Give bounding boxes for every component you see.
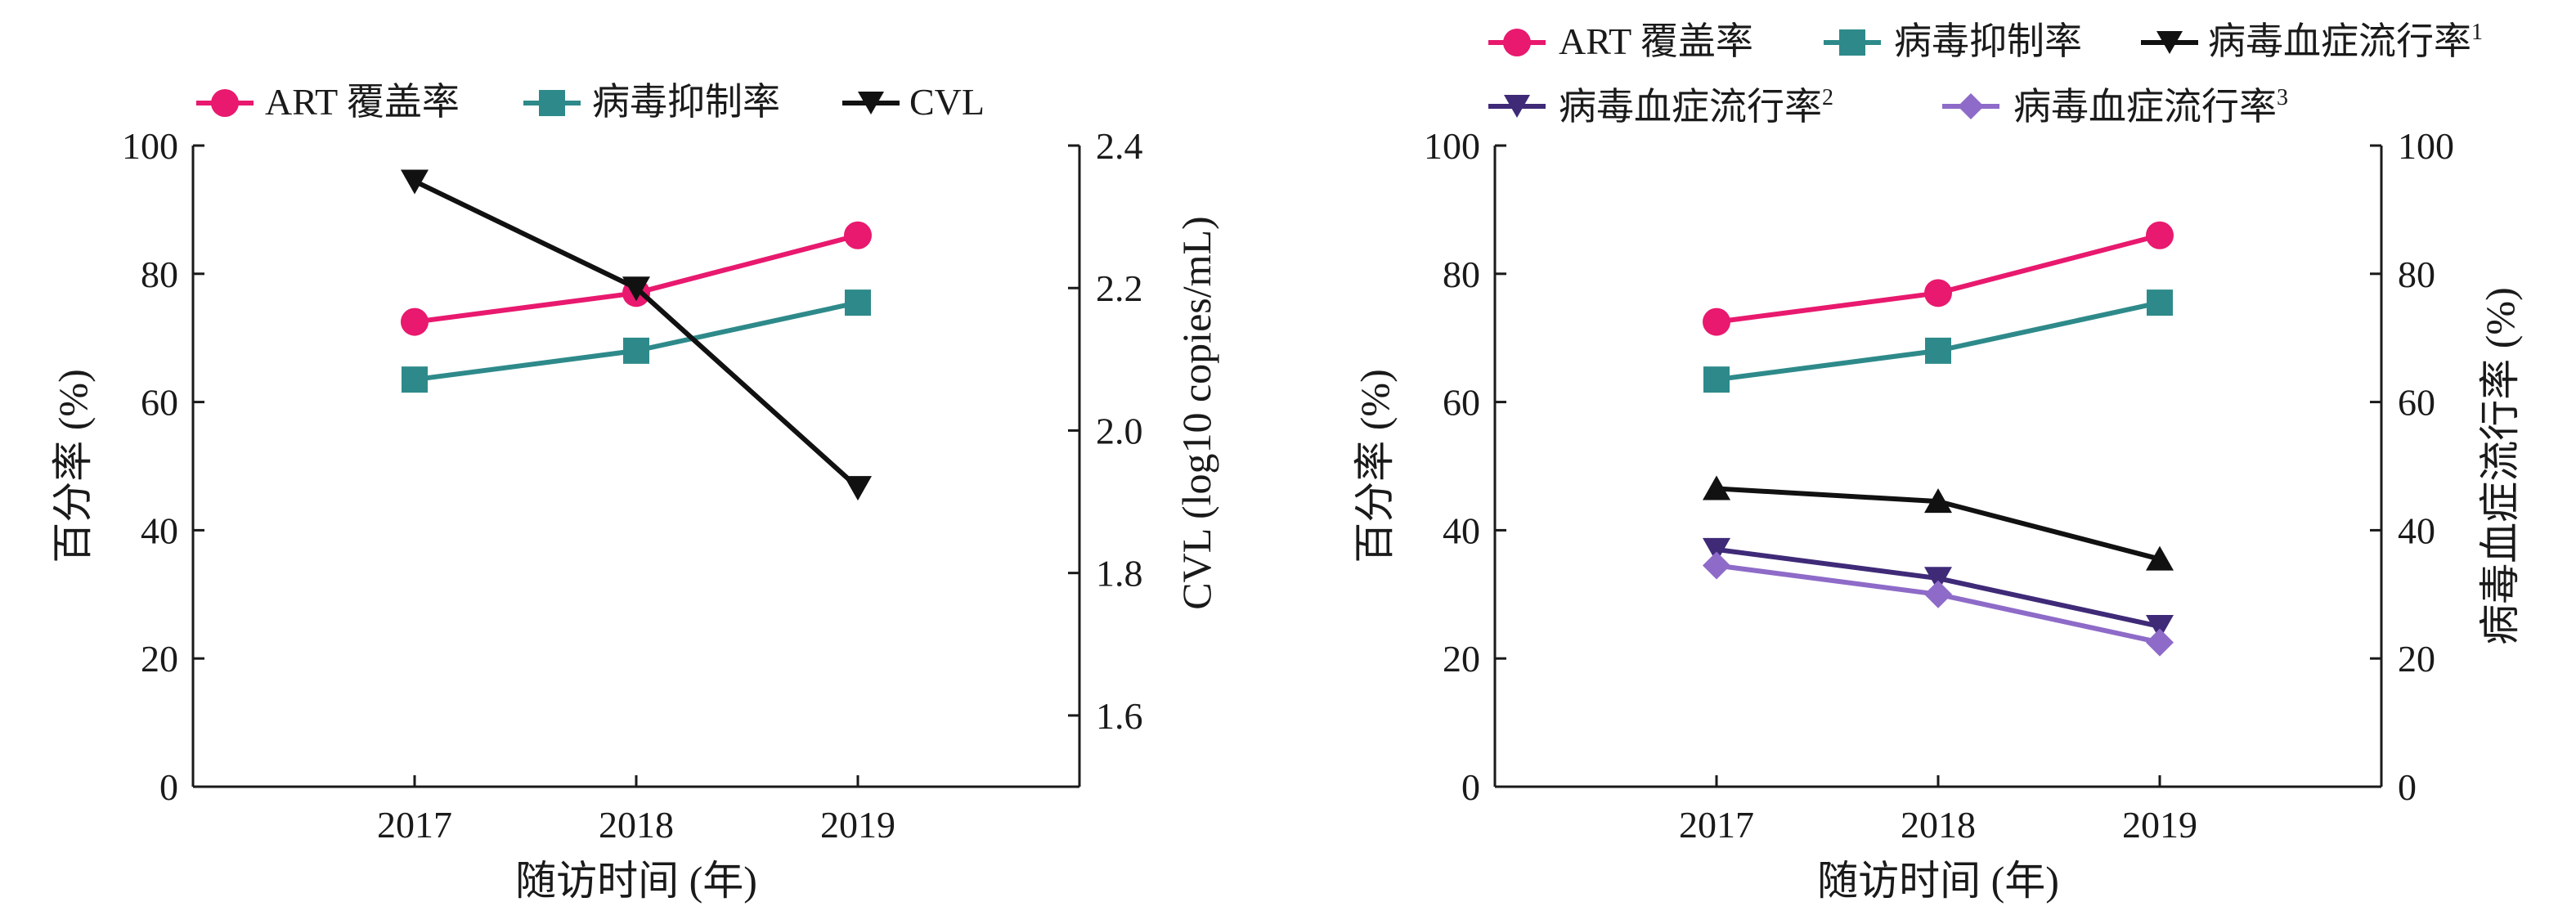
right-y-tick-label: 100 (2398, 125, 2454, 167)
legend-label: 病毒血症流行率1 (2208, 20, 2483, 62)
right-y-ticks: 1.6 1.8 2.0 2.2 2.4 (1068, 125, 1143, 737)
series-2-point (1925, 337, 1951, 364)
x-tick-label: 2018 (1901, 804, 1976, 846)
series-4-point (1924, 567, 1952, 592)
series-1-point (844, 221, 872, 249)
legend-label: 病毒抑制率 (1894, 20, 2082, 62)
series-1-point (401, 307, 429, 336)
y-tick-label: 80 (1443, 254, 1480, 295)
x-tick-label: 2017 (377, 804, 452, 846)
y-tick-label: 0 (159, 766, 178, 808)
y-tick-label: 100 (1424, 125, 1480, 167)
y-tick-label: 60 (1443, 382, 1480, 424)
legend-item-cvl: CVL (842, 81, 985, 123)
series-3-point (1703, 475, 1730, 500)
right-y-tick-label: 1.6 (1096, 695, 1143, 737)
left-y-ticks: 0 20 40 60 80 100 (1424, 125, 1506, 808)
series-2-point (845, 289, 871, 316)
x-tick-label: 2019 (820, 804, 895, 846)
legend-label: CVL (909, 81, 985, 123)
right-y-tick-label: 2.2 (1096, 267, 1143, 309)
series-3-point (622, 276, 650, 302)
series-group (1703, 221, 2174, 657)
series-3-point (401, 169, 429, 195)
series-3-point (844, 476, 872, 501)
legend-item-prevalence-1: 病毒血症流行率1 (2141, 20, 2483, 62)
series-5-point (2146, 628, 2174, 657)
legend-label: 病毒抑制率 (592, 81, 780, 123)
y-axis-title-left: 百分率 (%) (1352, 369, 1398, 563)
x-ticks: 2017 2018 2019 (377, 775, 895, 846)
right-y-tick-label: 60 (2398, 382, 2435, 424)
right-y-tick-label: 1.8 (1096, 553, 1143, 595)
series-5-point (1924, 580, 1952, 608)
plot-frame (191, 146, 1081, 788)
x-axis-title: 随访时间 (年) (1817, 858, 2059, 904)
y-axis-title-left: 百分率 (%) (50, 369, 96, 563)
y-tick-label: 60 (141, 382, 178, 424)
legend-item-art-coverage: ART 覆盖率 (196, 81, 460, 123)
y-tick-label: 100 (122, 125, 178, 167)
x-ticks: 2017 2018 2019 (1679, 775, 2197, 846)
legend-item-art-coverage: ART 覆盖率 (1488, 20, 1753, 62)
series-2-point (1703, 366, 1730, 393)
plot-frame (1493, 146, 2383, 788)
series-line-3 (413, 178, 860, 490)
right-y-tick-label: 0 (2398, 766, 2417, 808)
y-tick-label: 40 (141, 509, 178, 551)
right-y-ticks: 0 20 40 60 80 100 (2370, 125, 2454, 808)
left-y-ticks: 0 20 40 60 80 100 (122, 125, 204, 808)
y-tick-label: 20 (141, 638, 178, 680)
series-2-point (2147, 289, 2173, 316)
series-1-point (1924, 279, 1952, 307)
series-2-point (402, 366, 428, 393)
right-y-tick-label: 2.0 (1096, 410, 1143, 451)
series-line-1 (1716, 232, 2161, 325)
chart-right: ART 覆盖率 病毒抑制率 病毒血症流行率1 病毒血症流行率2 (1352, 20, 2523, 904)
chart-left: ART 覆盖率 病毒抑制率 CVL 0 20 40 60 80 100 (50, 81, 1219, 904)
series-1-point (1703, 307, 1730, 336)
series-1-point (2146, 221, 2174, 249)
legend-label: ART 覆盖率 (265, 81, 460, 123)
y-axis-title-right: CVL (log10 copies/mL) (1174, 216, 1219, 609)
x-tick-label: 2017 (1679, 804, 1754, 846)
series-4-point (1703, 537, 1730, 563)
y-tick-label: 80 (141, 254, 178, 295)
legend: ART 覆盖率 病毒抑制率 病毒血症流行率1 病毒血症流行率2 (1488, 20, 2483, 128)
right-y-tick-label: 40 (2398, 509, 2435, 551)
right-y-tick-label: 2.4 (1096, 125, 1143, 167)
series-group (401, 169, 872, 501)
right-y-tick-label: 80 (2398, 254, 2435, 295)
x-tick-label: 2019 (2122, 804, 2197, 846)
legend-item-suppression: 病毒抑制率 (1824, 20, 2082, 62)
series-4-point (2146, 615, 2174, 640)
x-tick-label: 2018 (599, 804, 674, 846)
legend-item-suppression: 病毒抑制率 (523, 81, 780, 123)
y-tick-label: 0 (1461, 766, 1480, 808)
legend-label: ART 覆盖率 (1559, 20, 1753, 62)
y-tick-label: 20 (1443, 638, 1480, 680)
legend: ART 覆盖率 病毒抑制率 CVL (196, 81, 985, 123)
right-y-tick-label: 20 (2398, 638, 2435, 680)
legend-label: 病毒血症流行率3 (2013, 85, 2288, 128)
legend-item-prevalence-3: 病毒血症流行率3 (1942, 85, 2288, 128)
series-5-point (1703, 551, 1730, 580)
y-tick-label: 40 (1443, 509, 1480, 551)
series-3-point (2146, 545, 2174, 571)
legend-label: 病毒血症流行率2 (1559, 85, 1833, 128)
series-3-point (1924, 488, 1952, 514)
legend-item-prevalence-2: 病毒血症流行率2 (1488, 85, 1833, 128)
x-axis-title: 随访时间 (年) (515, 858, 757, 904)
series-2-point (623, 337, 649, 364)
y-axis-title-right: 病毒血症流行率 (%) (2477, 287, 2523, 644)
